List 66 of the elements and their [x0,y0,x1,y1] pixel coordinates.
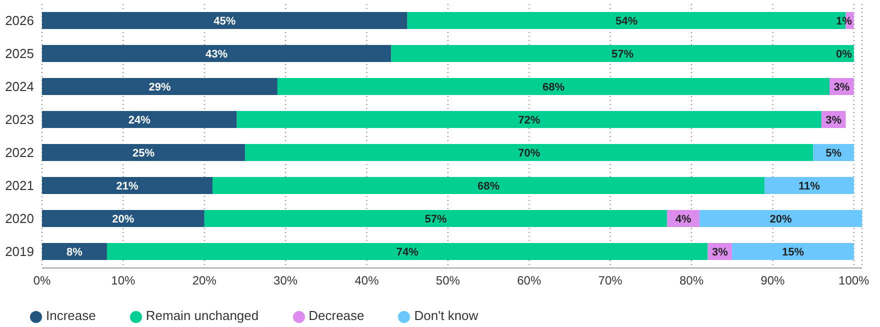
bar [204,210,668,227]
x-tick-label: 30% [274,274,298,288]
data-label: 8% [66,246,83,258]
bar [42,210,204,227]
legend-label: Don't know [414,308,478,323]
x-tick-label: 0% [33,274,51,288]
data-label: 74% [396,246,419,258]
data-label: 5% [826,147,842,160]
data-label: 57% [424,213,447,226]
y-tick-label: 2022 [5,145,34,160]
legend-label: Increase [46,308,96,323]
x-tick-label: 60% [517,274,542,288]
data-label: 57% [611,48,634,60]
data-label: 3% [712,246,728,258]
bar [212,177,765,194]
data-label: 3% [834,81,850,94]
data-label: 21% [116,180,138,192]
data-label: 4% [675,213,692,226]
y-tick-label: 2020 [5,211,34,226]
x-tick-label: 50% [436,274,460,288]
x-tick-label: 20% [192,274,217,288]
legend-label: Remain unchanged [146,308,259,323]
bar [106,243,708,260]
bar [700,210,862,227]
data-label: 0% [836,48,852,60]
data-label: 72% [518,114,540,126]
legend-label: Decrease [308,308,364,323]
x-tick-label: 10% [111,274,136,288]
bar [236,111,822,128]
data-label: 15% [782,246,804,258]
bar [732,243,854,260]
data-label: 68% [542,81,565,94]
bar [244,144,814,161]
y-tick-label: 2026 [5,13,34,28]
y-tick-label: 2019 [5,244,34,260]
bar [42,111,237,128]
bar [764,177,854,194]
bar [42,12,408,29]
bar [42,45,392,62]
bar [391,45,854,62]
bar [42,243,107,260]
x-tick-label: 70% [598,274,623,288]
x-tick-label: 40% [354,274,380,288]
x-tick-label: 100% [838,274,870,288]
data-label: 25% [132,147,155,160]
bar [42,177,212,194]
data-label: 11% [798,180,820,192]
data-label: 54% [616,15,638,28]
bar [277,78,830,95]
data-label: 45% [214,15,236,28]
y-tick-label: 2025 [5,46,34,62]
data-label: 24% [128,114,151,126]
data-label: 3% [826,114,842,126]
x-tick-label: 90% [760,274,786,288]
bar [42,144,245,161]
y-tick-label: 2023 [5,112,34,128]
data-label: 20% [770,213,792,226]
x-tick-label: 80% [679,274,704,288]
data-label: 29% [148,81,171,94]
y-tick-label: 2024 [5,79,34,94]
data-label: 43% [206,48,228,60]
data-label: 68% [478,180,500,192]
data-label: 70% [518,147,540,160]
data-label: 20% [112,213,134,226]
y-tick-label: 2021 [5,178,34,194]
bar [42,78,278,95]
